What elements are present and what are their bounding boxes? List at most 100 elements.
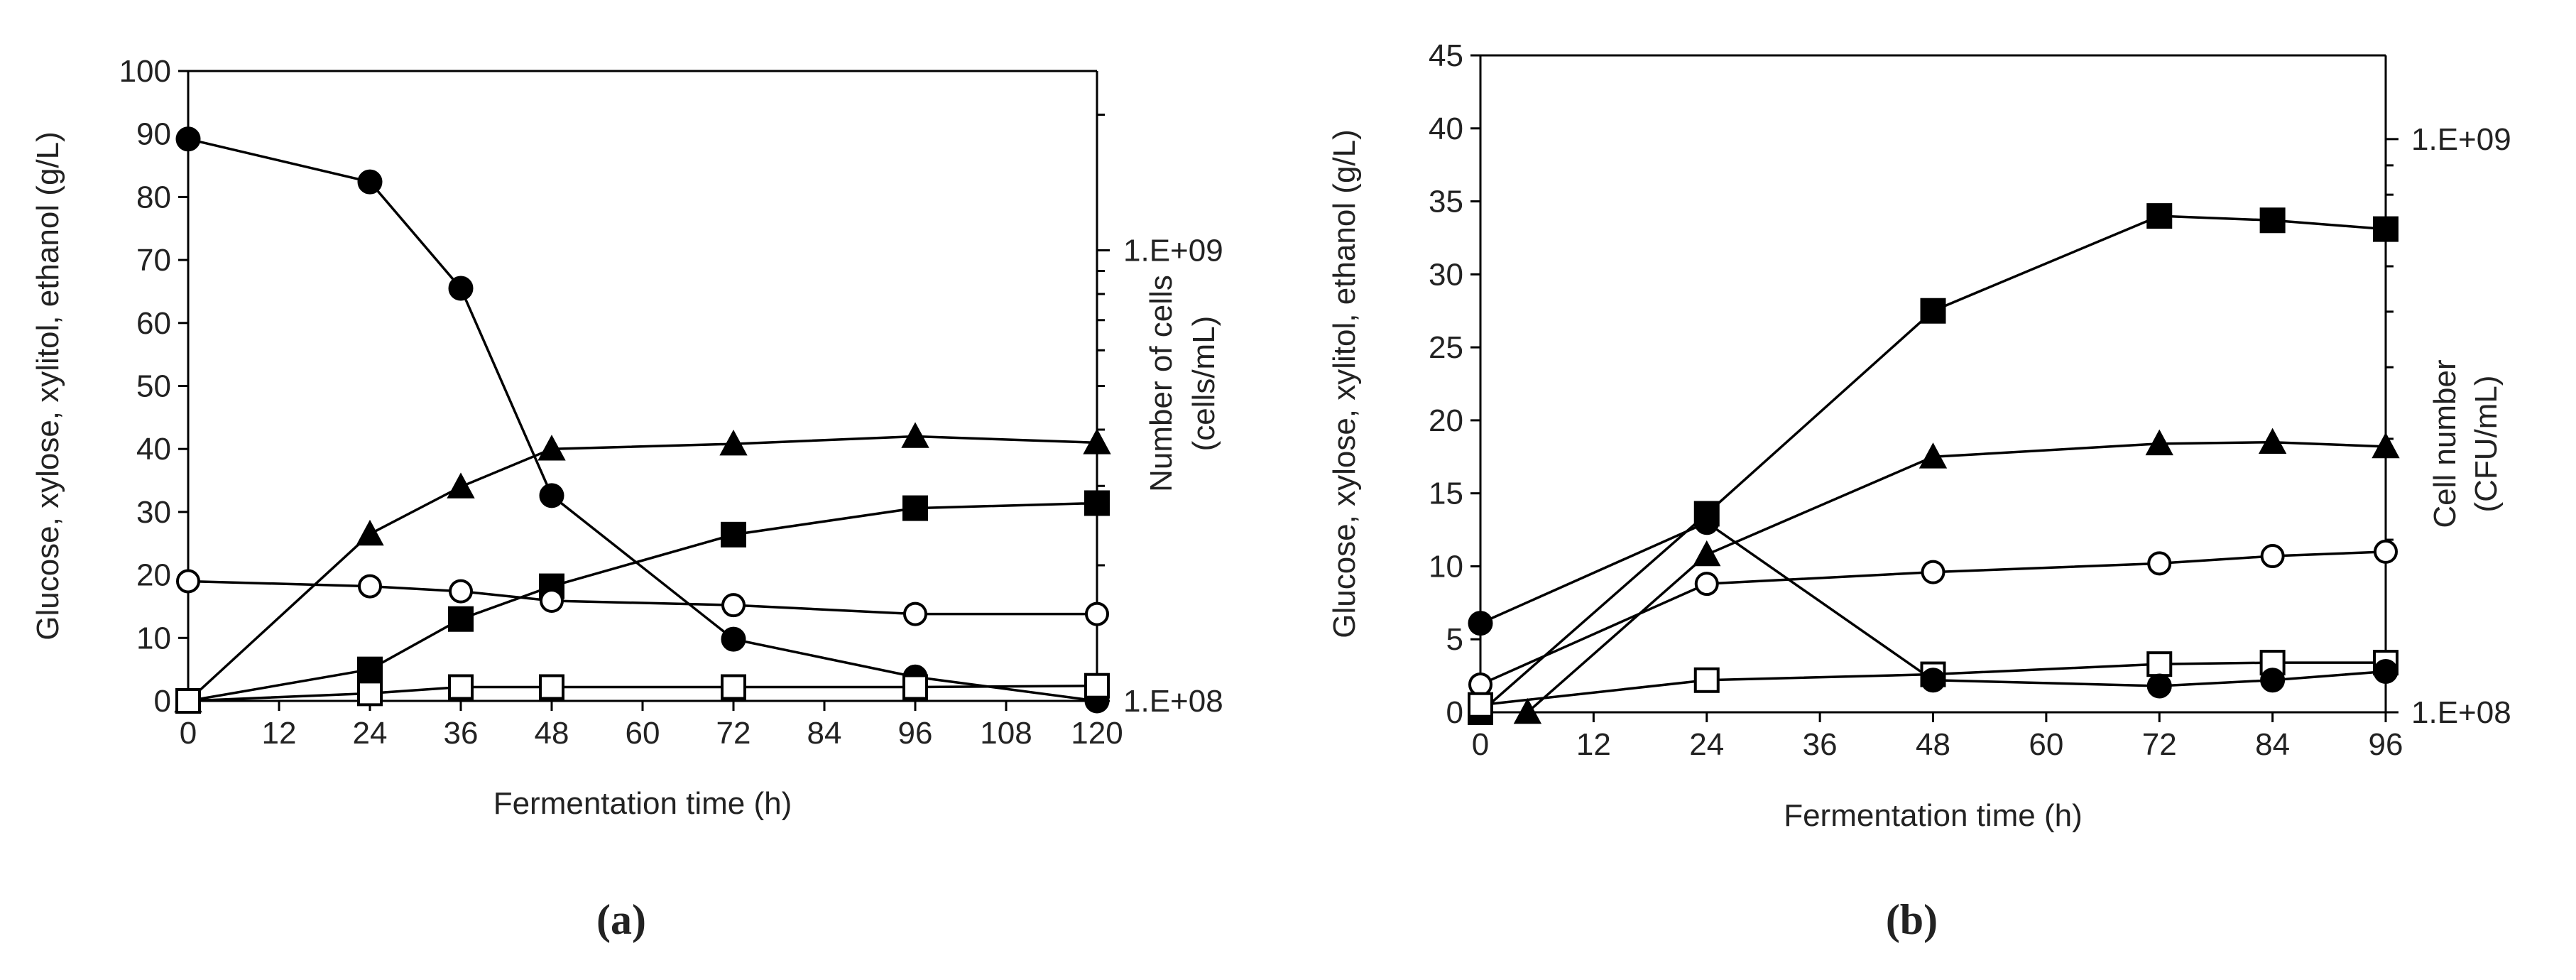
data-point-open-circle xyxy=(1085,601,1109,626)
series-line-open-square xyxy=(187,684,1098,702)
x-tick-label: 36 xyxy=(1803,727,1838,762)
y2-tick-label: 1.E+09 xyxy=(1123,233,1223,268)
data-point-open-circle xyxy=(540,588,564,613)
data-point-filled-square xyxy=(448,606,474,632)
data-point-open-square xyxy=(1693,667,1720,693)
y2-axis-title-line2: (cells/mL) xyxy=(1186,316,1221,452)
panel-label: (b) xyxy=(1886,896,1938,943)
x-tick-label: 48 xyxy=(1916,727,1950,762)
y-tick-label: 60 xyxy=(136,306,171,341)
data-point-open-circle xyxy=(2147,551,2172,576)
x-tick-label: 12 xyxy=(262,716,297,751)
y-tick-label: 15 xyxy=(1429,477,1463,511)
data-point-filled-circle xyxy=(2373,658,2398,684)
y-tick-label: 20 xyxy=(1429,403,1463,438)
x-axis-title: Fermentation time (h) xyxy=(493,786,792,821)
y-tick-label: 0 xyxy=(154,684,171,719)
chart-panel-1: 0 12 24 36 48 60 72 84 96 0 5 10 15 20 25 30 35 40 45 1.E+0… xyxy=(1327,38,2511,943)
series-line-filled-circle xyxy=(187,138,1098,702)
y-tick-label: 80 xyxy=(136,180,171,214)
data-point-open-circle xyxy=(2260,544,2285,569)
panel-label: (a) xyxy=(596,896,646,943)
data-point-open-square xyxy=(1468,692,1493,718)
y-tick-label: 35 xyxy=(1429,185,1463,219)
x-tick-label: 96 xyxy=(898,716,933,751)
x-tick-label: 24 xyxy=(353,716,388,751)
y2-axis-title-line1: Cell number xyxy=(2428,359,2462,528)
data-point-filled-square xyxy=(902,495,928,521)
data-point-open-circle xyxy=(1921,560,1945,584)
data-point-filled-triangle xyxy=(2258,428,2287,454)
series-open-circle xyxy=(176,569,1109,626)
data-point-filled-circle xyxy=(1921,668,1945,693)
x-axis-title: Fermentation time (h) xyxy=(1784,798,2083,833)
y-axis-title: Glucose, xylose, xylitol, ethanol (g/L) xyxy=(1327,129,1362,638)
data-point-open-circle xyxy=(449,579,473,604)
data-point-open-circle xyxy=(358,574,382,599)
x-tick-label: 60 xyxy=(2029,727,2063,762)
data-point-filled-triangle xyxy=(1513,697,1542,724)
data-point-open-circle xyxy=(176,569,200,594)
x-tick-label: 72 xyxy=(716,716,751,751)
chart-panel-0: 0 12 24 36 48 60 72 84 96 108 120 0 10 20 30 40 50 60 70 80… xyxy=(31,54,1223,943)
series-filled-circle xyxy=(175,126,1110,714)
data-point-filled-circle xyxy=(357,169,383,195)
y-axis-title: Glucose, xylose, xylitol, ethanol (g/L) xyxy=(31,131,65,641)
x-tick-label: 48 xyxy=(535,716,569,751)
data-point-filled-triangle xyxy=(356,519,384,546)
x-tick-label: 120 xyxy=(1071,716,1123,751)
data-point-filled-circle xyxy=(1468,611,1493,636)
data-point-filled-triangle xyxy=(1919,442,1948,469)
data-point-open-circle xyxy=(1694,572,1719,597)
series-line-filled-circle xyxy=(1480,521,2386,687)
data-point-filled-triangle xyxy=(1083,428,1111,454)
data-point-filled-circle xyxy=(448,276,474,301)
x-tick-label: 72 xyxy=(2142,727,2177,762)
series-line-open-circle xyxy=(1480,550,2386,686)
x-tick-label: 108 xyxy=(980,716,1032,751)
data-point-filled-triangle xyxy=(901,422,929,448)
data-point-open-square xyxy=(539,674,564,700)
series-line-open-square xyxy=(1480,661,2386,707)
y-tick-label: 30 xyxy=(1429,257,1463,292)
y-tick-label: 40 xyxy=(1429,111,1463,146)
data-point-filled-circle xyxy=(2146,673,2172,699)
data-point-open-square xyxy=(175,688,201,714)
data-point-filled-circle xyxy=(2260,668,2286,693)
data-point-filled-circle xyxy=(539,483,564,508)
x-tick-label: 0 xyxy=(180,716,197,751)
data-point-open-circle xyxy=(903,601,927,626)
series-line-filled-square xyxy=(1479,214,2386,714)
data-point-filled-circle xyxy=(175,126,201,152)
data-point-filled-triangle xyxy=(2145,429,2173,456)
series-line-filled-triangle xyxy=(1527,440,2386,714)
data-point-filled-circle xyxy=(721,626,746,652)
data-point-open-circle xyxy=(2374,539,2398,564)
data-point-filled-triangle xyxy=(719,430,748,456)
y-tick-label: 40 xyxy=(136,432,171,467)
series-filled-circle xyxy=(1468,510,2398,699)
y-tick-label: 10 xyxy=(1429,549,1463,584)
y2-axis-title-line2: (CFU/mL) xyxy=(2469,375,2504,512)
y-tick-label: 70 xyxy=(136,243,171,278)
data-point-filled-square xyxy=(721,521,746,548)
x-tick-label: 24 xyxy=(1689,727,1724,762)
y-tick-label: 25 xyxy=(1429,330,1463,365)
y2-axis-title-line1: Number of cells xyxy=(1144,275,1179,492)
y-tick-label: 30 xyxy=(136,495,171,530)
data-point-filled-triangle xyxy=(1693,540,1721,567)
y-tick-label: 5 xyxy=(1446,622,1463,657)
x-tick-label: 12 xyxy=(1576,727,1611,762)
y-tick-label: 20 xyxy=(136,558,171,593)
data-point-filled-square xyxy=(1084,490,1110,516)
y-tick-label: 50 xyxy=(136,369,171,404)
series-open-square xyxy=(175,673,1110,714)
y-tick-label: 100 xyxy=(119,54,171,89)
x-tick-label: 96 xyxy=(2369,727,2403,762)
x-tick-label: 36 xyxy=(444,716,479,751)
series-open-square xyxy=(1468,650,2398,718)
data-point-open-square xyxy=(357,680,383,707)
y-tick-label: 10 xyxy=(136,621,171,655)
